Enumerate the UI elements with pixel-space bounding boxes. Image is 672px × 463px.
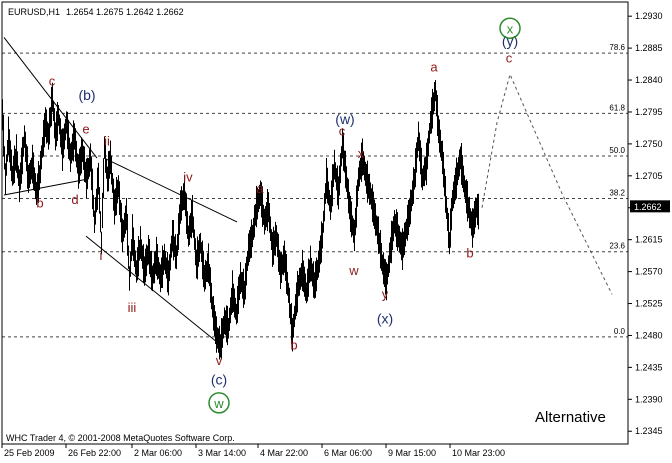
y-tick-label: 1.2885 [635,43,663,53]
y-tick-label: 1.2480 [635,330,663,340]
wave-label: v [216,353,223,368]
wave-label: (x) [377,310,393,326]
wave-label: (b) [78,87,95,103]
trend-line [3,37,98,159]
circled-wave-label: w [213,396,224,411]
wave-label: c [506,50,513,65]
x-tick-label: 9 Mar 15:00 [388,448,436,458]
fib-label-38.2: 38.2 [609,189,625,198]
chart-title: EURUSD,H1 [8,7,60,17]
trend-line [103,157,238,223]
wave-label: (w) [335,111,354,127]
fib-label-78.6: 78.6 [609,43,625,52]
fib-label-0.0: 0.0 [614,327,626,336]
y-tick-label: 1.2930 [635,11,663,21]
current-price-tag [630,200,670,213]
x-tick-label: 3 Mar 14:00 [198,448,246,458]
wave-label: d [71,192,78,207]
trend-lines [3,37,238,347]
x-tick-label: 2 Mar 06:00 [134,448,182,458]
y-tick-label: 1.2345 [635,426,663,436]
fib-label-61.8: 61.8 [609,103,625,112]
wave-label: c [339,123,346,138]
fib-label-50.0: 50.0 [609,146,625,155]
wave-label: ii [104,133,110,148]
y-tick-label: 1.2525 [635,299,663,309]
y-tick-label: 1.2615 [635,235,663,245]
y-tick-label: 1.2750 [635,139,663,149]
circled-wave-marker [208,392,230,414]
x-tick-label: 26 Feb 22:00 [68,448,121,458]
y-tick-label: 1.2390 [635,394,663,404]
wave-label: c [49,74,56,89]
circled-wave-marker [499,17,521,40]
wave-label: iii [128,300,137,315]
x-tick-label: 4 Mar 22:00 [260,448,308,458]
trend-line [3,178,87,196]
plot-frame [1,1,629,445]
wave-label: a [256,181,264,196]
x-tick-label: 6 Mar 06:00 [324,448,372,458]
wave-label: b [36,196,43,211]
y-tick-label: 1.2795 [635,107,663,117]
fib-levels: 78.6 61.8 50.0 38.2 23.6 0.0 [2,43,628,338]
y-tick-label: 1.2570 [635,267,663,277]
wave-label: iv [183,169,193,184]
wave-label: b [466,245,473,260]
wave-label: i [100,248,103,263]
footer-copyright: WHC Trader 4, © 2001-2008 MetaQuotes Sof… [6,433,235,443]
y-tick-label: 1.2435 [635,362,663,372]
wave-label: e [82,121,89,136]
y-tick-label: 1.2840 [635,75,663,85]
wave-label: x [358,146,365,161]
fib-label-23.6: 23.6 [609,242,625,251]
wave-label: b [290,338,297,353]
ohlc-header: 1.2654 1.2675 1.2642 1.2662 [66,7,184,17]
x-tick-label: 10 Mar 23:00 [452,448,505,458]
y-tick-label: 1.2705 [635,171,663,181]
watermark: Alternative [535,409,606,426]
trend-line [85,235,223,347]
x-tick-label: 25 Feb 2009 [4,448,55,458]
wave-label: a [430,60,438,75]
wave-label: y [382,287,389,302]
current-price-label: 1.2662 [634,202,662,212]
wave-label: (c) [211,371,227,387]
wave-label: w [348,263,359,278]
circled-wave-label: x [507,21,514,36]
